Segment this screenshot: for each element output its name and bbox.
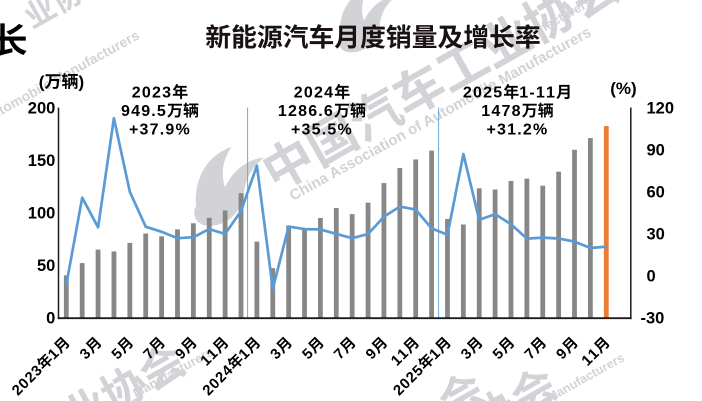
- svg-text:60: 60: [647, 184, 665, 202]
- svg-text:.: .: [517, 122, 521, 139]
- svg-text:+: +: [291, 122, 300, 139]
- svg-text:0: 0: [473, 85, 482, 102]
- svg-text:+: +: [129, 122, 138, 139]
- svg-text:.: .: [318, 103, 322, 120]
- svg-text:1: 1: [546, 85, 555, 102]
- svg-text:2: 2: [288, 103, 297, 120]
- svg-text:2: 2: [483, 85, 492, 102]
- svg-text:.: .: [322, 122, 326, 139]
- svg-text:1: 1: [278, 103, 287, 120]
- svg-text:4: 4: [324, 85, 333, 102]
- svg-text:2: 2: [523, 122, 532, 139]
- svg-text:3: 3: [140, 122, 149, 139]
- svg-text:9: 9: [165, 122, 174, 139]
- svg-text:+: +: [487, 122, 496, 139]
- svg-text:8: 8: [512, 103, 521, 120]
- svg-text:0: 0: [647, 268, 656, 286]
- svg-text:90: 90: [647, 142, 665, 160]
- svg-text:6: 6: [324, 103, 333, 120]
- svg-text:%: %: [176, 122, 190, 139]
- svg-text:5: 5: [312, 122, 321, 139]
- svg-text:3: 3: [162, 85, 171, 102]
- svg-text:150: 150: [28, 152, 56, 170]
- svg-text:4: 4: [491, 103, 500, 120]
- svg-text:0: 0: [46, 310, 55, 328]
- svg-text:9: 9: [121, 103, 130, 120]
- svg-text:30: 30: [647, 226, 665, 244]
- svg-text:120: 120: [647, 100, 675, 118]
- svg-text:2: 2: [463, 85, 472, 102]
- svg-text:%: %: [533, 122, 547, 139]
- svg-text:3: 3: [497, 122, 506, 139]
- svg-text:%: %: [338, 122, 352, 139]
- svg-text:1: 1: [536, 85, 545, 102]
- svg-text:50: 50: [37, 257, 55, 275]
- svg-text:1: 1: [481, 103, 490, 120]
- svg-text:0: 0: [304, 85, 313, 102]
- svg-text:200: 200: [28, 100, 56, 118]
- svg-text:.: .: [160, 122, 164, 139]
- svg-text:-30: -30: [641, 310, 665, 328]
- svg-text:7: 7: [502, 103, 511, 120]
- svg-text:4: 4: [131, 103, 140, 120]
- svg-text:2: 2: [314, 85, 323, 102]
- svg-text:6: 6: [308, 103, 317, 120]
- svg-text:7: 7: [150, 122, 159, 139]
- svg-text:2: 2: [132, 85, 141, 102]
- svg-text:3: 3: [302, 122, 311, 139]
- svg-text:1: 1: [519, 85, 528, 102]
- svg-text:): ): [79, 73, 85, 92]
- svg-text:9: 9: [141, 103, 150, 120]
- svg-text:2: 2: [152, 85, 161, 102]
- svg-text:8: 8: [298, 103, 307, 120]
- svg-text:5: 5: [493, 85, 502, 102]
- svg-text:2: 2: [294, 85, 303, 102]
- svg-text:5: 5: [157, 103, 166, 120]
- svg-text:(%): (%): [610, 79, 636, 98]
- svg-text:1: 1: [507, 122, 516, 139]
- svg-text:(: (: [39, 73, 45, 92]
- svg-text:100: 100: [28, 205, 56, 223]
- svg-text:-: -: [529, 85, 534, 102]
- svg-text:5: 5: [327, 122, 336, 139]
- svg-text:0: 0: [142, 85, 151, 102]
- svg-text:.: .: [151, 103, 155, 120]
